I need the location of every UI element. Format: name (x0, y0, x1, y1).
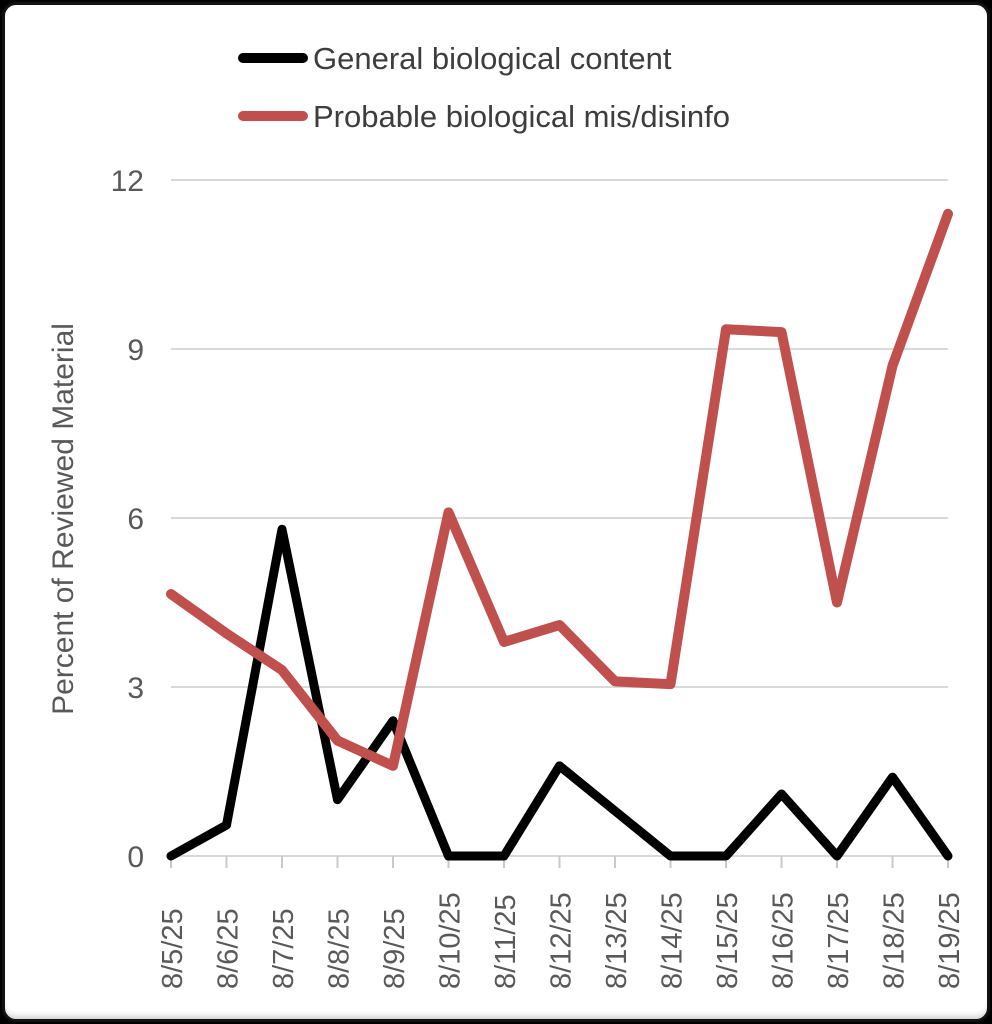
y-tick-label-12: 12 (111, 165, 144, 198)
x-tick-label-2: 8/7/25 (268, 908, 300, 989)
y-tick-label-9: 9 (127, 334, 144, 367)
series-line-general-biological-content (166, 524, 953, 861)
y-tick-label-6: 6 (127, 503, 144, 536)
legend-label-general-biological-content: General biological content (313, 40, 672, 76)
legend-swatch-probable-biological-mis-disinfo (238, 111, 308, 121)
x-tick-label-7: 8/12/25 (546, 892, 578, 989)
chart-svg: 0 3 6 9 12 8/5/25 8/6/25 8/7/25 8/8/25 8/9/25 8/1… (47, 165, 966, 989)
x-tick-label-14: 8/19/25 (934, 892, 966, 989)
legend-item-disinfo: Probable biological mis/disinfo (238, 99, 730, 133)
x-tick-label-11: 8/16/25 (768, 892, 800, 989)
series-lines (166, 208, 953, 861)
x-tick-label-10: 8/15/25 (712, 892, 744, 989)
legend-swatch-general-biological-content (238, 53, 308, 63)
x-tick-label-4: 8/9/25 (379, 908, 411, 989)
x-axis-ticks (170, 856, 949, 868)
y-axis-title: Percent of Reviewed Material (47, 323, 80, 715)
x-tick-label-3: 8/8/25 (324, 908, 356, 989)
y-tick-label-3: 3 (127, 672, 144, 705)
legend-item-general: General biological content (238, 41, 730, 75)
legend-label-probable-biological-mis-disinfo: Probable biological mis/disinfo (313, 98, 731, 134)
x-tick-label-9: 8/14/25 (657, 892, 689, 989)
x-tick-label-8: 8/13/25 (601, 892, 633, 989)
series-line-probable-biological-mis-disinfo (166, 208, 953, 771)
x-tick-label-13: 8/18/25 (879, 892, 911, 989)
gridlines (171, 179, 948, 857)
x-tick-label-12: 8/17/25 (823, 892, 855, 989)
x-tick-label-5: 8/10/25 (435, 892, 467, 989)
x-axis-tick-labels: 8/5/25 8/6/25 8/7/25 8/8/25 8/9/25 8/10/25 8/1… (157, 892, 966, 989)
y-tick-label-0: 0 (127, 841, 144, 874)
legend: General biological content Probable biol… (238, 41, 730, 133)
x-tick-label-0: 8/5/25 (157, 908, 189, 989)
x-tick-label-6: 8/11/25 (490, 894, 522, 989)
x-tick-label-1: 8/6/25 (213, 908, 245, 989)
y-axis-tick-labels: 0 3 6 9 12 (111, 165, 144, 874)
